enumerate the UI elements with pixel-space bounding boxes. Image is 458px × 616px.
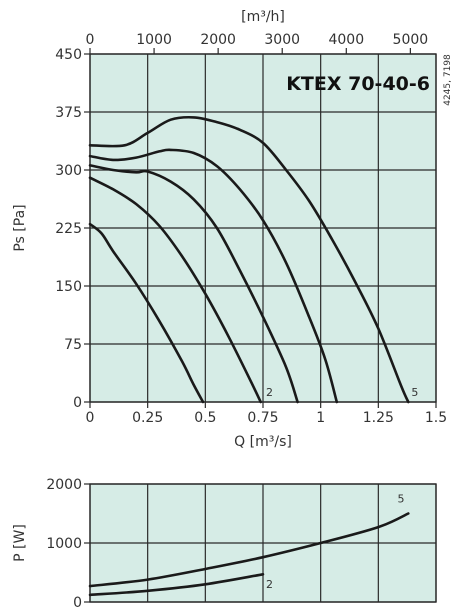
- pressure-curve-label: 5: [411, 386, 418, 399]
- pressure-curve-5: [88, 115, 410, 404]
- pressure-x-tick-label: 1.5: [425, 410, 447, 426]
- power-y-tick-label: 1000: [46, 536, 82, 552]
- pressure-x-tick-label: 0.25: [132, 410, 163, 426]
- power-curve-2: [88, 573, 265, 597]
- power-y-tick-label: 2000: [46, 477, 82, 493]
- side-note: 4245, 7198: [443, 54, 453, 106]
- pressure-y-tick-label: 450: [55, 47, 82, 63]
- pressure-curve-1: [88, 222, 205, 404]
- pressure-curve-2: [88, 176, 262, 404]
- power-y-axis-label: P [W]: [12, 524, 28, 562]
- pressure-y-tick-label: 75: [64, 337, 82, 353]
- pressure-x-tick-label: 1: [316, 410, 325, 426]
- pressure-top-tick-label: 3000: [264, 32, 300, 48]
- pressure-top-tick-label: 0: [86, 32, 95, 48]
- power-y-tick-label: 0: [73, 595, 82, 611]
- pressure-y-tick-label: 150: [55, 279, 82, 295]
- pressure-x-axis-label: Q [m³/s]: [234, 434, 292, 450]
- pressure-curve-label: 2: [266, 386, 273, 399]
- power-curve-label: 5: [397, 493, 404, 506]
- chart-title: KTEX 70-40-6: [286, 73, 430, 95]
- power-plot-frame: [89, 483, 437, 603]
- power-curve-label: 2: [266, 578, 273, 591]
- pressure-y-tick-label: 300: [55, 163, 82, 179]
- pressure-y-tick-label: 375: [55, 105, 82, 121]
- pressure-x-tick-label: 0.75: [247, 410, 278, 426]
- pressure-curve-4: [88, 148, 339, 404]
- pressure-x-tick-label: 1.25: [363, 410, 394, 426]
- pressure-curve-3: [88, 164, 299, 404]
- pressure-top-axis-label: [m³/h]: [241, 9, 285, 25]
- pressure-y-axis-label: Ps [Pa]: [12, 204, 28, 251]
- power-curve-5: [88, 512, 410, 588]
- pressure-x-tick-label: 0.5: [194, 410, 216, 426]
- pressure-y-tick-label: 0: [73, 395, 82, 411]
- pressure-top-tick-label: 2000: [200, 32, 236, 48]
- pressure-top-tick-label: 4000: [328, 32, 364, 48]
- pressure-top-tick-label: 5000: [393, 32, 429, 48]
- pressure-top-tick-label: 1000: [136, 32, 172, 48]
- pressure-y-tick-label: 225: [55, 221, 82, 237]
- pressure-x-tick-label: 0: [86, 410, 95, 426]
